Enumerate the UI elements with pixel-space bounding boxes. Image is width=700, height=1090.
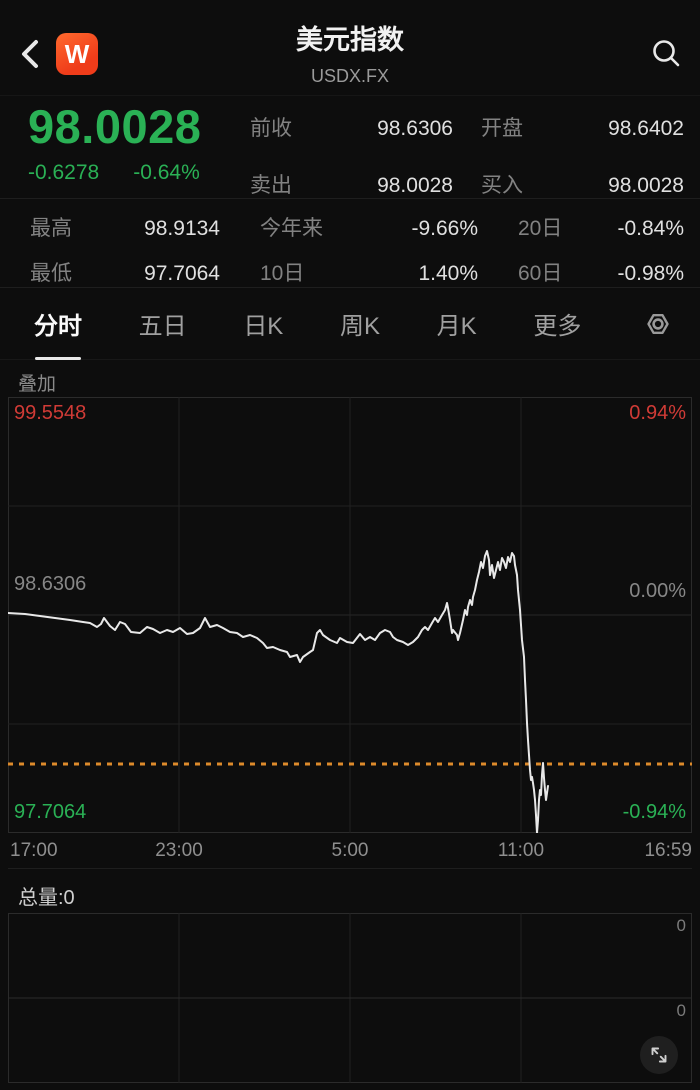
field-value: 98.0028: [377, 174, 453, 197]
period-tabs: 分时 五日 日K 周K 月K 更多: [0, 288, 700, 360]
chart-gridlines: [8, 397, 692, 833]
tab-intraday[interactable]: 分时: [32, 300, 84, 347]
field-value: 98.6306: [377, 117, 453, 140]
stat-value: -0.98%: [617, 262, 684, 285]
stat-10d: 10日 1.40%: [260, 257, 478, 287]
field-label: 前收: [250, 117, 292, 140]
change-row: -0.6278 -0.64%: [28, 161, 250, 185]
volume-canvas: [8, 913, 692, 1083]
header: W 美元指数 USDX.FX: [0, 0, 700, 96]
x-tick-11-00: 11:00: [497, 840, 545, 861]
stat-label: 20日: [518, 217, 563, 240]
tab-more[interactable]: 更多: [533, 313, 582, 340]
overlay-button[interactable]: 叠加: [18, 374, 57, 395]
expand-chart-button[interactable]: [640, 1036, 678, 1074]
tab-daily-k[interactable]: 日K: [243, 313, 284, 340]
stat-value: 1.40%: [418, 262, 478, 285]
quote-fields: 前收 98.6306 开盘 98.6402 卖出 98.0028 买入 98.0…: [250, 100, 684, 198]
stat-label: 最高: [30, 217, 72, 240]
quote-section: 98.0028 -0.6278 -0.64% 前收 98.6306 开盘 98.…: [0, 96, 700, 198]
field-open: 开盘 98.6402: [481, 112, 684, 142]
field-value: 98.0028: [608, 174, 684, 197]
back-chevron-icon: [22, 40, 38, 68]
volume-scale-bottom: 0: [676, 1001, 686, 1020]
field-prev-close: 前收 98.6306: [250, 112, 453, 142]
x-axis: 17:00 23:00 5:00 11:00 16:59: [8, 833, 692, 869]
intraday-chart[interactable]: 99.5548 0.94% 98.6306 0.00% 97.7064 -0.9…: [8, 397, 692, 833]
volume-total-label: 总量:0: [18, 887, 75, 909]
last-price-block: 98.0028 -0.6278 -0.64%: [28, 100, 250, 198]
stat-value: -0.84%: [617, 217, 684, 240]
price-line: [8, 550, 549, 833]
field-ask: 卖出 98.0028: [250, 169, 453, 199]
stat-20d: 20日 -0.84%: [518, 212, 684, 242]
x-tick-23-00: 23:00: [155, 840, 203, 861]
chart-settings-button[interactable]: [636, 304, 676, 344]
x-tick-17-00: 17:00: [10, 840, 58, 861]
x-tick-5-00: 5:00: [331, 840, 369, 861]
tab-weekly-k[interactable]: 周K: [339, 313, 380, 340]
chart-canvas: [8, 397, 692, 833]
stats-section: 最高 98.9134 今年来 -9.66% 20日 -0.84% 最低 97.7…: [0, 198, 700, 288]
page-title: 美元指数: [296, 25, 404, 55]
stat-value: -9.66%: [411, 217, 478, 240]
last-price: 98.0028: [28, 100, 202, 153]
stat-label: 最低: [30, 262, 72, 285]
stat-label: 10日: [260, 262, 305, 285]
stat-60d: 60日 -0.98%: [518, 257, 684, 287]
price-change-percent: -0.64%: [133, 161, 200, 185]
stat-label: 60日: [518, 262, 563, 285]
tab-5day[interactable]: 五日: [138, 313, 187, 340]
stat-low: 最低 97.7064: [30, 257, 220, 287]
stat-value: 97.7064: [144, 262, 220, 285]
stat-value: 98.9134: [144, 217, 220, 240]
field-label: 开盘: [481, 117, 523, 140]
wind-app-logo[interactable]: W: [56, 33, 98, 75]
stat-high: 最高 98.9134: [30, 212, 220, 242]
field-bid: 买入 98.0028: [481, 169, 684, 199]
volume-panel[interactable]: 0 0: [8, 913, 692, 1083]
back-button[interactable]: [16, 34, 46, 74]
search-button[interactable]: [648, 36, 684, 72]
field-label: 买入: [481, 174, 523, 197]
volume-gridlines: [8, 913, 692, 1083]
x-tick-16-59: 16:59: [644, 840, 692, 861]
tab-monthly-k[interactable]: 月K: [436, 313, 477, 340]
hexagon-settings-icon: [647, 313, 669, 334]
field-label: 卖出: [250, 174, 292, 197]
overlay-row: 叠加: [0, 360, 700, 397]
stat-ytd: 今年来 -9.66%: [260, 212, 478, 242]
volume-scale-top: 0: [676, 916, 686, 935]
instrument-code: USDX.FX: [310, 66, 389, 86]
search-icon: [653, 40, 680, 67]
price-change: -0.6278: [28, 161, 100, 185]
stat-label: 今年来: [260, 217, 323, 240]
field-value: 98.6402: [608, 117, 684, 140]
expand-icon: [651, 1047, 667, 1063]
logo-letter: W: [64, 38, 90, 69]
